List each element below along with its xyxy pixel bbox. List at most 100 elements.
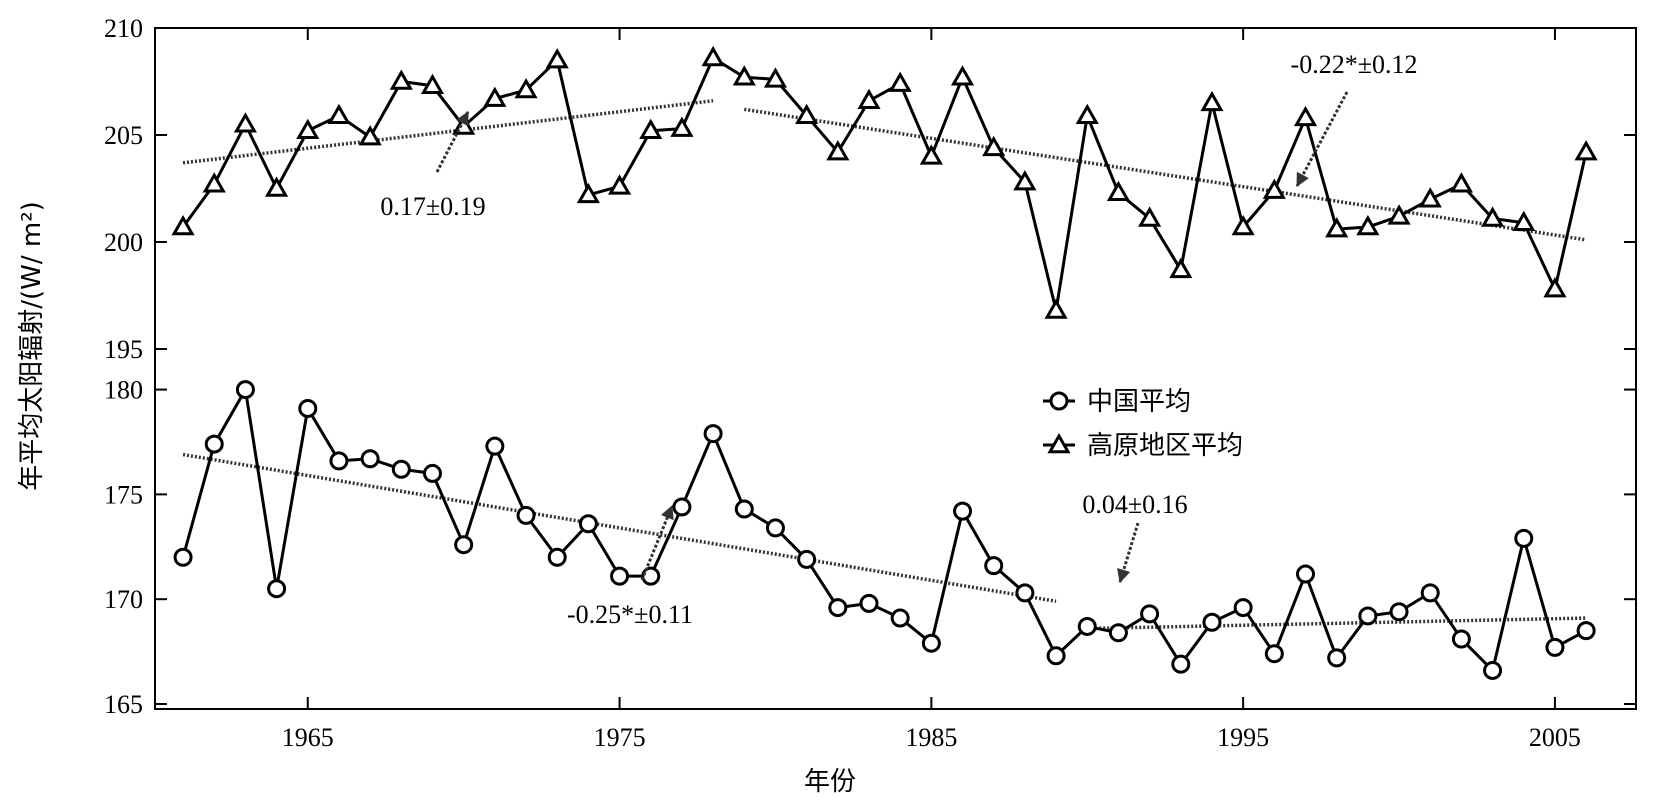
data-point-circle [1140,604,1160,624]
data-point-circle [298,398,318,418]
data-point-triangle [1480,206,1505,227]
data-point-circle [1514,528,1534,548]
data-point-circle [204,434,224,454]
data-point-triangle [1449,172,1473,193]
trend-annotations: 0.17±0.19 -0.22*±0.12 -0.25*±0.11 0.04±0.16 [380,50,1417,629]
legend-item: 高原地区平均 [1043,431,1243,461]
trend-line [182,99,714,165]
trend-label: 0.04±0.16 [1082,490,1187,519]
data-point-triangle [296,118,320,139]
data-point-circle [235,380,255,400]
data-point-triangle [732,65,756,86]
data-point-circle [485,436,505,456]
data-point-triangle [1325,217,1349,238]
data-point-circle [672,497,692,517]
data-point-triangle [389,69,413,90]
data-point-triangle [514,78,538,99]
data-point-triangle [327,103,351,124]
data-point-triangle [1013,170,1037,191]
data-point-triangle [483,86,507,107]
x-tick-label: 1995 [1217,723,1269,752]
trend-line [744,107,1587,242]
trend-label: -0.25*±0.11 [567,600,693,629]
data-point-circle [454,535,474,555]
annotation-arrow [640,505,674,581]
data-point-triangle [607,174,632,195]
data-series [171,45,1598,680]
data-point-circle [1046,646,1066,666]
y-tick-label: 210 [104,14,143,43]
data-point-circle [641,566,661,586]
y-tick-label: 170 [104,585,143,614]
data-point-triangle [265,176,289,197]
data-point-triangle [1262,178,1286,199]
legend-label: 中国平均 [1087,387,1191,417]
data-point-circle [1389,602,1409,622]
data-point-circle [1327,648,1347,668]
data-point-triangle [701,45,725,67]
data-point-triangle [1044,298,1068,319]
y-tick-label: 205 [104,121,143,150]
trend-lines [182,99,1587,631]
trend-label: -0.22*±0.12 [1291,50,1418,79]
data-point-triangle [795,103,819,124]
data-point-circle [360,449,380,469]
data-point-triangle [1075,103,1099,124]
data-point-circle [1358,606,1378,626]
data-point-triangle [358,125,382,146]
plot-frame: 1965 1975 1985 1995 2005 195 200 205 210 165 170 17… [104,14,1637,752]
data-point-circle [267,579,287,599]
y-tick-label: 180 [104,376,143,405]
data-point-circle [1077,616,1097,636]
data-point-circle [828,598,848,618]
data-point-circle [173,547,193,567]
data-point-triangle [576,182,600,204]
x-tick-label: 2005 [1529,723,1581,752]
data-point-triangle [888,71,912,92]
data-point-circle [1576,621,1596,641]
data-point-circle [1015,583,1035,603]
data-point-circle [734,499,754,519]
series-plateau-average [171,45,1598,319]
data-point-circle [921,633,941,653]
data-point-circle [1049,391,1069,411]
data-point-triangle [1293,105,1318,127]
trend-label: 0.17±0.19 [380,192,485,221]
y-tick-label: 200 [104,228,143,257]
annotation-arrow-head [1296,171,1309,187]
data-point-triangle [639,118,663,139]
data-point-triangle [1418,187,1442,208]
data-point-circle [797,549,817,569]
data-point-circle [984,556,1004,576]
data-point-circle [1264,644,1284,664]
data-point-triangle [1138,206,1162,227]
legend-item: 中国平均 [1043,387,1191,417]
data-point-triangle [1512,210,1536,231]
data-point-circle [516,505,536,525]
plot-border [154,27,1637,710]
data-point-circle [610,566,630,586]
x-tick-label: 1965 [282,723,334,752]
trend-line [1087,616,1587,631]
data-point-circle [859,593,879,613]
data-point-circle [1171,654,1191,674]
data-point-triangle [1574,140,1598,161]
data-point-circle [547,547,567,567]
x-tick-label: 1985 [905,723,957,752]
data-point-circle [422,463,442,483]
y-tick-label: 195 [104,335,143,364]
data-point-triangle [1106,180,1131,202]
y-axis-title: 年平均太阳辐射/(W/ m²) [17,201,47,491]
data-point-triangle [1356,214,1380,236]
annotation-arrow-head [1117,568,1131,584]
data-point-triangle [1543,277,1567,298]
trend-line [182,452,1057,604]
series-line [181,388,1587,672]
data-point-triangle [826,140,850,161]
annotation-arrow-head [456,111,469,127]
data-point-circle [1545,637,1565,657]
data-point-triangle [202,172,226,193]
data-point-circle [890,608,910,628]
